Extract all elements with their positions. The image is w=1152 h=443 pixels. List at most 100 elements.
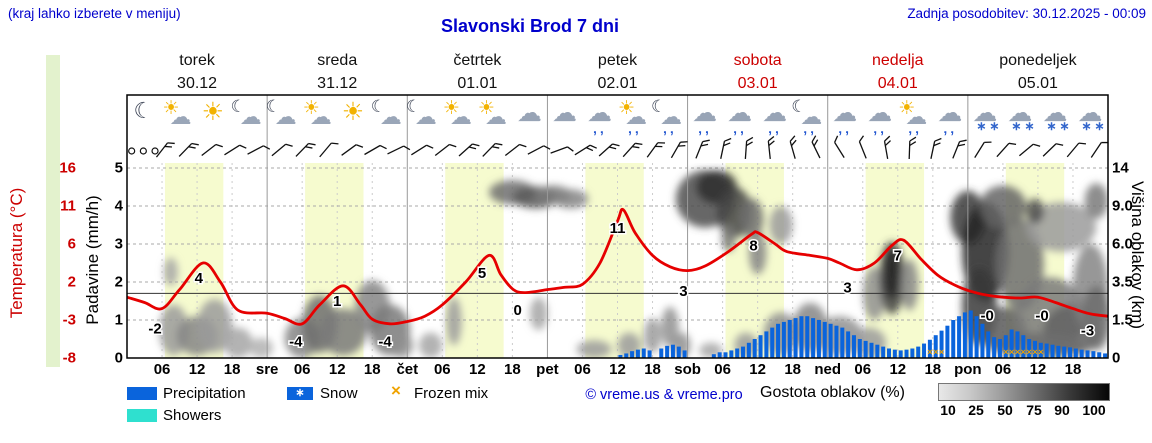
temp-tick: 2: [67, 273, 76, 291]
day-name: nedelja: [871, 52, 924, 69]
x-tick: pon: [954, 361, 982, 378]
weather-icon-sun-cloud: ☀ ☁: [161, 98, 199, 134]
x-tick: 18: [363, 361, 381, 378]
precipitation-bar: [647, 350, 652, 358]
drops-icon: ‚‚: [908, 120, 923, 136]
cloud-icon: ☁: [660, 104, 683, 129]
cloud-icon: ☁: [625, 104, 648, 129]
weather-icon-sun-cloud: ☀ ☁: [441, 98, 479, 134]
precipitation-bar: [735, 348, 740, 358]
wind-barb-icon: [744, 136, 754, 160]
x-tick: 06: [714, 361, 731, 378]
weather-icon-sun-rain: ☀ ☁ ‚‚: [616, 98, 654, 135]
precipitation-bar: [746, 342, 751, 358]
wind-barb-icon: [789, 135, 797, 159]
cloud-blob: [446, 297, 462, 346]
cloud-icon: ☁: [905, 104, 928, 129]
wind-barb-icon: [364, 144, 387, 156]
last-update: Zadnja posodobitev: 30.12.2025 - 00:09: [907, 6, 1146, 21]
precip-tick: 3: [114, 235, 123, 253]
day-date: 02.01: [597, 75, 638, 92]
drops-icon: ‚‚: [733, 120, 747, 136]
temp-value-label: 11: [610, 220, 626, 237]
precipitation-bar: [834, 325, 839, 358]
precipitation-bar: [799, 316, 804, 358]
day-date: 03.01: [737, 75, 778, 92]
cloud-blob: [1026, 202, 1097, 252]
wind-barb-icon: [670, 141, 688, 159]
moon-icon: ☾: [370, 97, 387, 116]
cloud-density-tick: 25: [968, 402, 984, 418]
cloud-icon: ☁: [1077, 99, 1103, 127]
temp-tick: 6: [67, 235, 76, 253]
cloud-km-tick: 6.0: [1112, 235, 1133, 253]
cloud-density-tick: 100: [1082, 402, 1106, 418]
x-tick: pet: [536, 361, 559, 378]
cloud-icon: ☁: [274, 104, 297, 129]
moon-icon: ☾: [133, 98, 154, 123]
cloud-blob: [223, 327, 253, 358]
wind-barb-icon: [341, 144, 364, 156]
precipitation-bar: [787, 320, 792, 358]
precipitation-bar: [641, 348, 646, 358]
frozen-mix-mark: ×: [1009, 347, 1014, 357]
temp-value-label: -0: [980, 307, 993, 324]
precipitation-label: Precipitation: [163, 385, 246, 402]
cloud-icon: ☁: [937, 99, 963, 127]
cloud-icon: ☁: [379, 104, 402, 129]
x-tick: 18: [1064, 361, 1082, 378]
cloud-blob: [643, 318, 662, 353]
cloud-icon: ☁: [727, 99, 753, 127]
cloud-icon: ☁: [800, 104, 823, 129]
left-green-strip: [46, 55, 60, 367]
frozen-mix-mark: ×: [1003, 347, 1008, 357]
wind-barb-icon: [811, 135, 821, 159]
precipitation-bar: [1073, 348, 1078, 358]
precipitation-bar: [1103, 353, 1108, 358]
copyright-link[interactable]: © vreme.us & vreme.pro: [585, 387, 743, 403]
wind-barb-icon: [908, 136, 917, 160]
frozen-mix-mark: ×: [1027, 347, 1032, 357]
precipitation-bar: [951, 320, 956, 358]
wind-barb-icon: [834, 135, 845, 158]
wind-barb-icon: [996, 142, 1017, 158]
calm-wind-icon: [151, 147, 159, 155]
cloud-blob: [1081, 285, 1107, 351]
wind-barb-icon: [1018, 143, 1041, 157]
sun-icon: ☀: [302, 98, 320, 119]
wind-barb-icon: [482, 142, 503, 157]
cloud-blob: [769, 206, 793, 244]
cloud-blob: [979, 185, 1027, 228]
cloud-density-gradient: [938, 383, 1110, 401]
sun-icon: ☀: [477, 98, 495, 119]
weather-icon-snow: ☁ ∗∗: [966, 98, 1004, 134]
weather-icon-cloud: ☁: [546, 98, 584, 134]
precip-tick: 4: [114, 197, 123, 215]
sun-icon: ☀: [898, 98, 916, 119]
cloud-icon: ☁: [867, 99, 893, 127]
precipitation-bar: [776, 323, 781, 358]
calm-wind-icon: [128, 147, 136, 155]
precipitation-bar: [927, 339, 932, 358]
flakes-icon: ∗∗: [1011, 119, 1038, 133]
precipitation-bar: [939, 330, 944, 358]
precipitation-bar: [811, 318, 816, 358]
precipitation-bar: [1003, 335, 1008, 358]
precipitation-bar: [869, 342, 874, 358]
frozen-mix-mark: ×: [1032, 347, 1037, 357]
weather-icon-moon-rain: ☾ ☁ ‚‚: [791, 98, 829, 135]
wind-barb-icon: [574, 144, 597, 156]
x-tick: čet: [396, 361, 419, 378]
cloud-density-title: Gostota oblakov (%): [760, 384, 905, 401]
sun-icon: ☀: [442, 98, 460, 119]
cloud-blob: [319, 308, 367, 356]
precipitation-bar: [1068, 347, 1073, 358]
wind-barb-icon: [434, 143, 457, 157]
cloud-icon: ☁: [692, 99, 718, 127]
precipitation-bar: [875, 344, 880, 358]
precipitation-bar: [1062, 346, 1067, 358]
cloud-icon: ☁: [309, 104, 332, 129]
day-name: ponedeljek: [999, 52, 1077, 69]
precipitation-bar: [717, 352, 722, 358]
precipitation-bar: [781, 321, 786, 358]
